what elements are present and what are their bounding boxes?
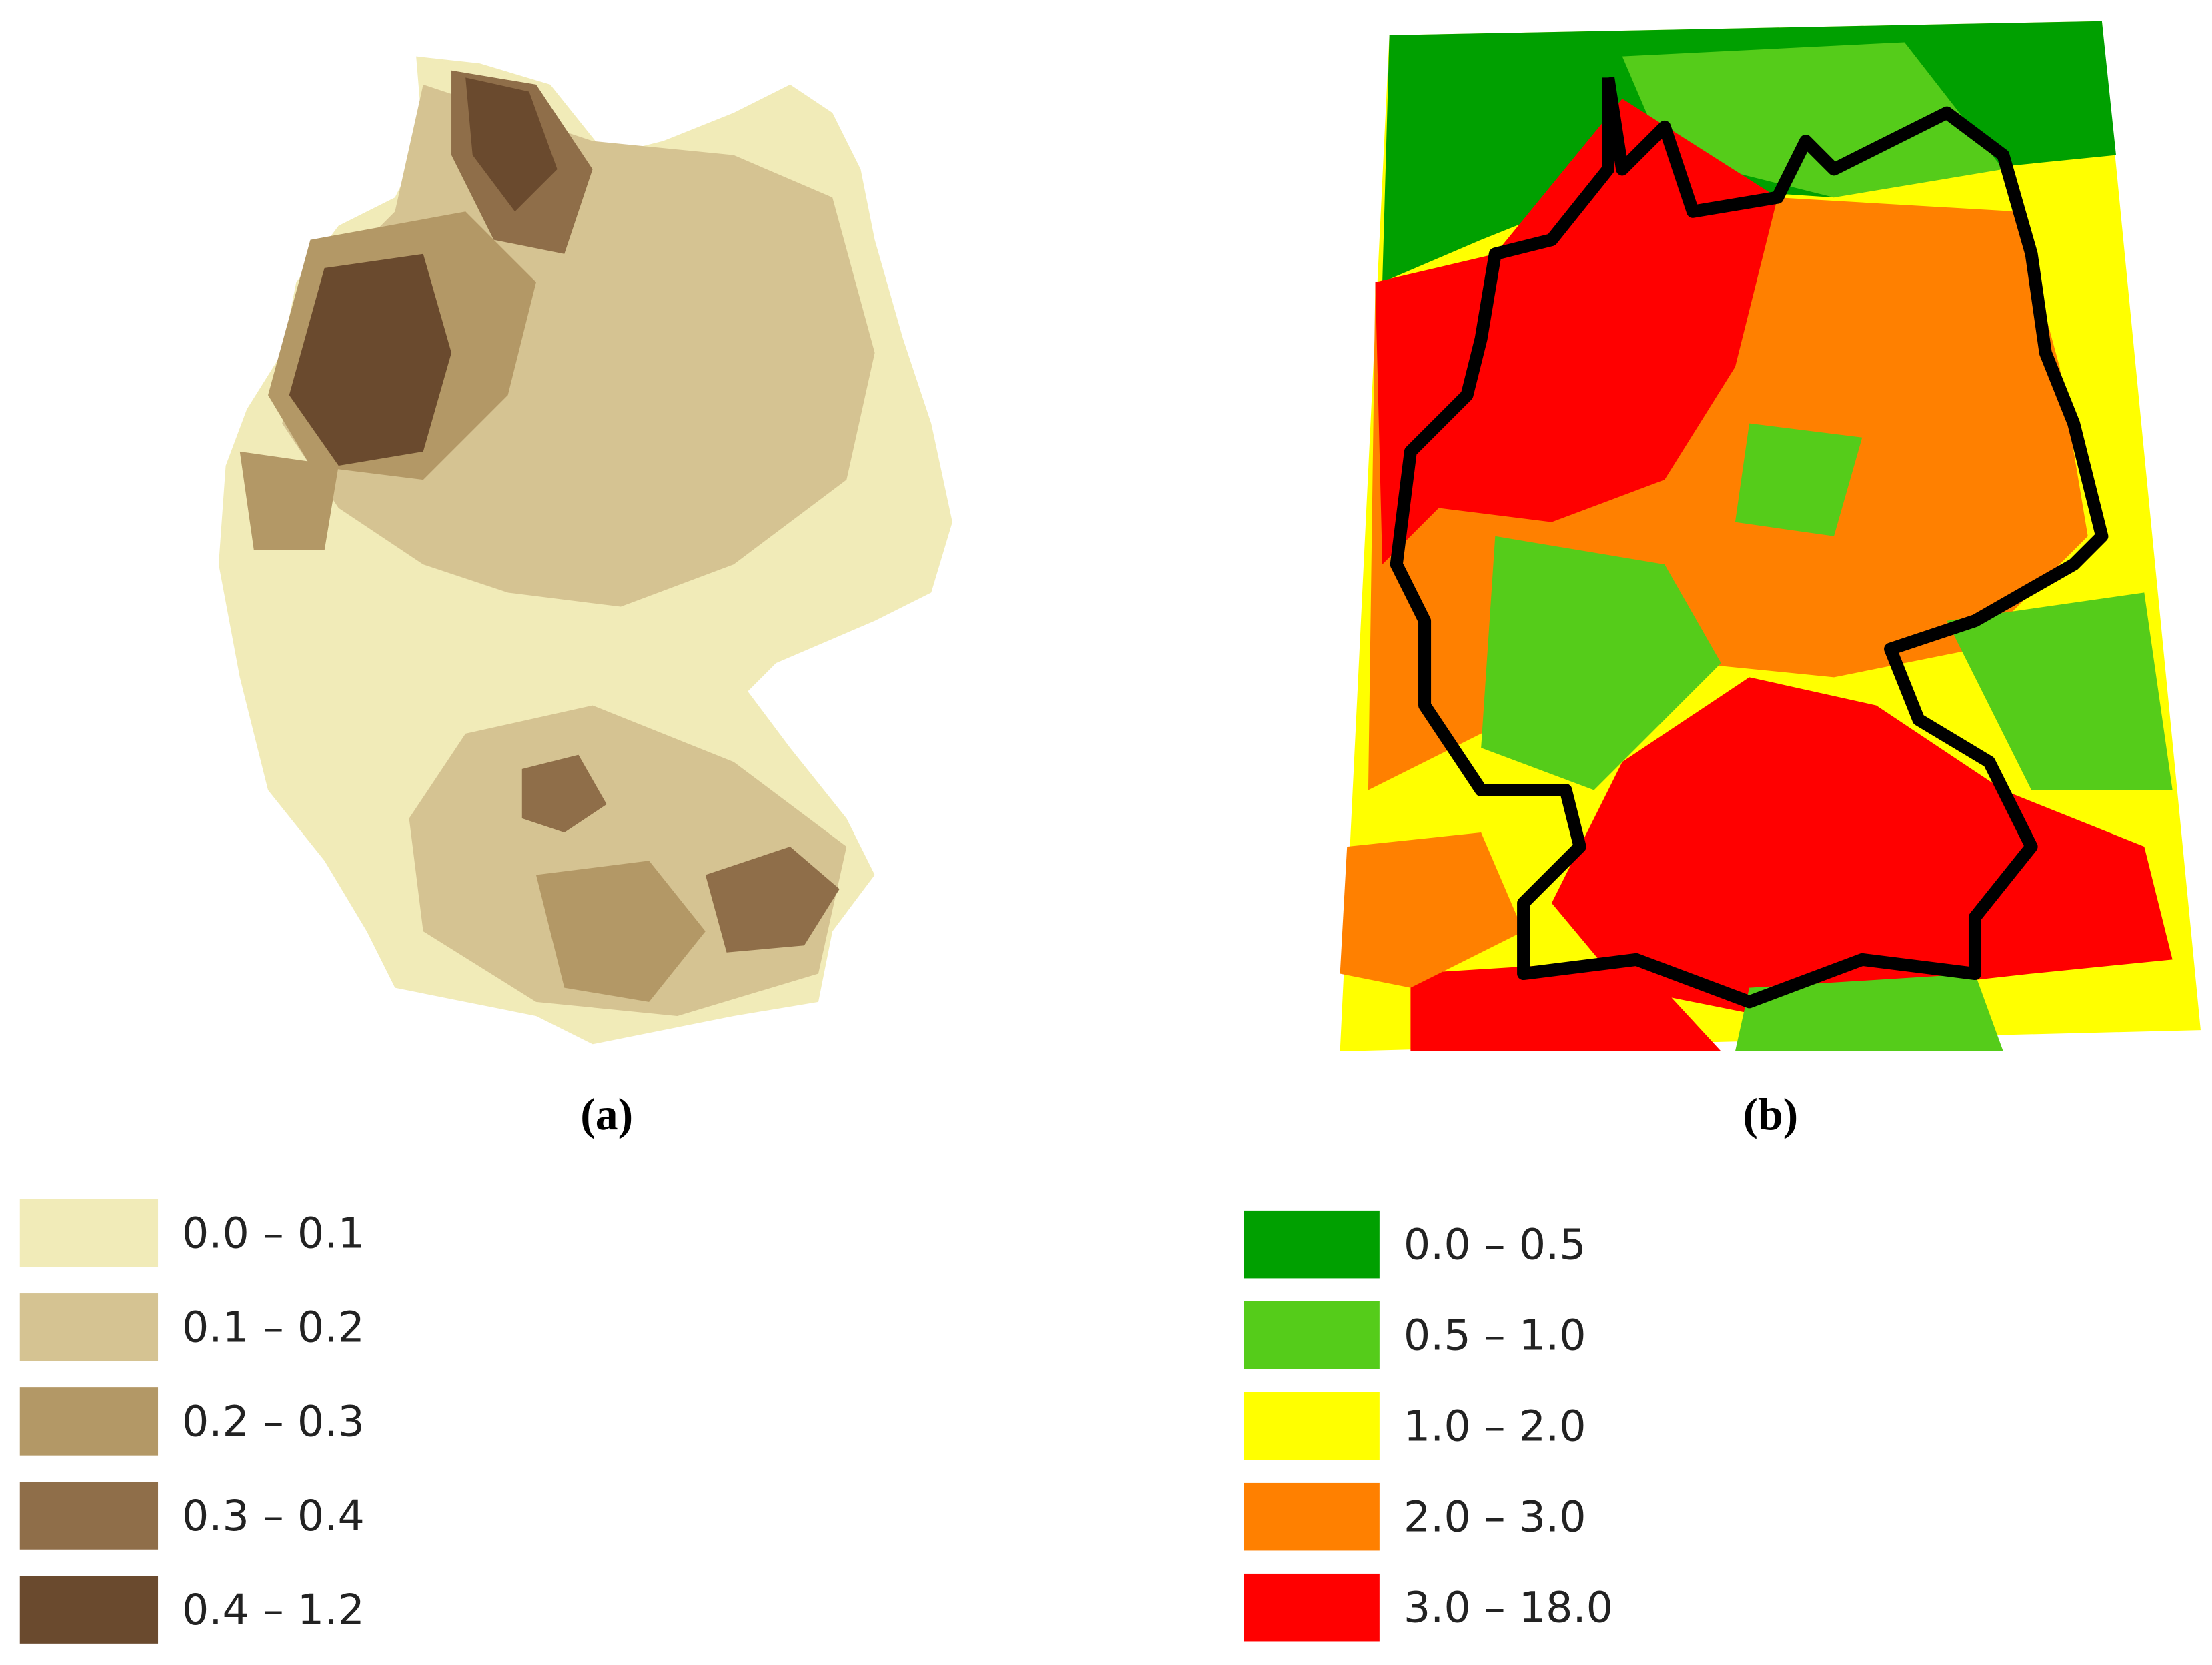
legend-label: 0.1 – 0.2 xyxy=(182,1303,365,1352)
legend-swatch xyxy=(19,1576,159,1644)
legend-swatch xyxy=(1244,1573,1380,1642)
legend-label: 0.5 – 1.0 xyxy=(1404,1310,1586,1359)
legend-label: 2.0 – 3.0 xyxy=(1404,1492,1586,1541)
panel-label: (a) xyxy=(580,1089,633,1139)
legend-label: 0.0 – 0.1 xyxy=(182,1209,365,1258)
legend-label: 0.2 – 0.3 xyxy=(182,1397,365,1446)
legend-swatch xyxy=(1244,1210,1380,1279)
legend-label: 3.0 – 18.0 xyxy=(1404,1583,1613,1632)
panel-label: (b) xyxy=(1743,1089,1798,1139)
legend-swatch xyxy=(19,1482,159,1550)
legends: 0.0 – 0.1 0.1 – 0.2 0.2 – 0.3 0.3 – 0.4 0.4 … xyxy=(19,1199,1613,1644)
legend-label: 0.3 – 0.4 xyxy=(182,1491,365,1540)
legend-swatch xyxy=(1244,1482,1380,1551)
legend-swatch xyxy=(19,1199,159,1267)
legend-label: 0.0 – 0.5 xyxy=(1404,1219,1586,1269)
legend-swatch xyxy=(19,1388,159,1456)
map-b xyxy=(1340,21,2201,1051)
legend-label: 0.4 – 1.2 xyxy=(182,1585,365,1634)
map-a xyxy=(219,56,952,1045)
legend-swatch xyxy=(1244,1392,1380,1460)
legend-swatch xyxy=(1244,1301,1380,1369)
legend-swatch xyxy=(19,1293,159,1361)
legend-label: 1.0 – 2.0 xyxy=(1404,1401,1586,1450)
